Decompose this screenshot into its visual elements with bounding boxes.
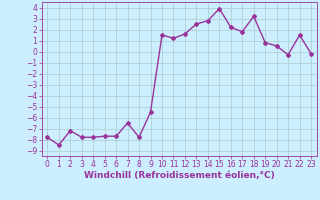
X-axis label: Windchill (Refroidissement éolien,°C): Windchill (Refroidissement éolien,°C): [84, 171, 275, 180]
